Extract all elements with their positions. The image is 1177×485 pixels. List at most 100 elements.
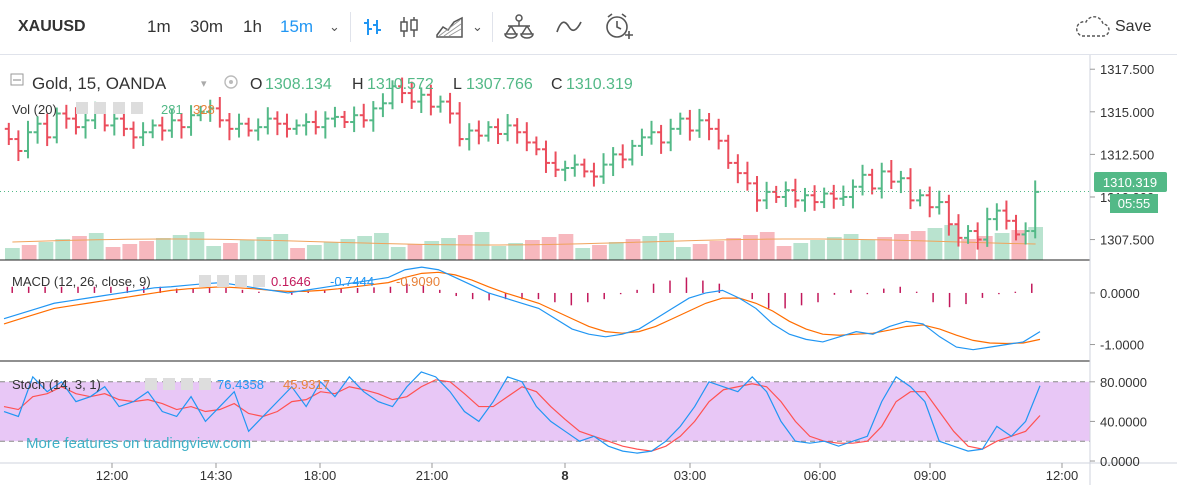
bar-chart-style-icon[interactable] xyxy=(362,17,384,37)
interval-dropdown-chevron-icon[interactable]: ⌄ xyxy=(329,19,340,34)
volume-bar xyxy=(659,233,674,260)
volume-bar xyxy=(944,225,960,260)
price-tick-label: 1317.500 xyxy=(1100,62,1154,77)
series-title[interactable]: Gold, 15, OANDA xyxy=(32,74,167,93)
eye-pupil xyxy=(229,80,233,84)
more-icon[interactable] xyxy=(113,102,125,114)
toolbar-divider xyxy=(492,12,493,42)
macd-tick-label: 0.0000 xyxy=(1100,286,1140,301)
volume-bar xyxy=(256,237,272,260)
indicators-icon[interactable] xyxy=(556,18,582,36)
tradingview-watermark-link[interactable]: More features on tradingview.com xyxy=(26,435,251,452)
volume-bar xyxy=(793,243,809,260)
cloud-save-icon[interactable] xyxy=(1074,16,1110,38)
time-tick-label: 12:00 xyxy=(96,468,129,483)
volume-bar xyxy=(810,240,825,260)
volume-bar xyxy=(239,240,255,260)
volume-bar xyxy=(843,234,859,260)
volume-bar xyxy=(726,238,742,260)
eye-icon[interactable] xyxy=(199,275,211,287)
symbol-search[interactable]: XAUUSD xyxy=(18,18,86,35)
settings-icon[interactable] xyxy=(94,102,106,114)
interval-30m[interactable]: 30m xyxy=(190,17,224,36)
interval-1h[interactable]: 1h xyxy=(243,17,262,36)
volume-bar xyxy=(575,248,591,260)
volume-bar xyxy=(994,233,1010,260)
low-value: 1307.766 xyxy=(466,76,533,93)
area-style-icon[interactable] xyxy=(436,15,464,39)
close-icon[interactable] xyxy=(131,102,143,114)
compare-scales-icon[interactable] xyxy=(502,13,536,41)
eye-icon[interactable] xyxy=(224,75,238,89)
current-price-marker: 1310.319 05:55 xyxy=(1094,172,1167,213)
close-label: C xyxy=(551,76,563,93)
volume-bar xyxy=(38,242,54,260)
volume-bar xyxy=(592,245,607,260)
price-bars xyxy=(4,77,1040,250)
volume-bar xyxy=(5,248,20,260)
volume-bar xyxy=(21,245,37,260)
stoch-d-line xyxy=(3,379,1041,452)
macd-line-value: -0.7444 xyxy=(330,274,374,289)
save-button[interactable]: Save xyxy=(1115,18,1152,35)
more-icon[interactable] xyxy=(235,275,247,287)
close-icon[interactable] xyxy=(253,275,265,287)
stoch-legend: Stoch (14, 3, 1) 76.4358 45.9317 xyxy=(12,377,330,392)
volume-bar xyxy=(155,238,171,260)
series-title-dropdown-icon[interactable]: ▾ xyxy=(201,78,207,90)
volume-bar xyxy=(105,247,121,260)
macd-legend: MACD (12, 26, close, 9) 0.1646 -0.7444 -… xyxy=(12,274,440,289)
volume-bar xyxy=(323,242,339,260)
eye-icon[interactable] xyxy=(145,378,157,390)
chart-style-dropdown-chevron-icon[interactable]: ⌄ xyxy=(472,19,483,34)
volume-bar xyxy=(122,244,138,260)
volume-legend: Vol (20) 281 328 xyxy=(12,102,215,117)
eye-icon[interactable] xyxy=(76,102,88,114)
volume-bar xyxy=(390,247,406,260)
settings-icon[interactable] xyxy=(217,275,229,287)
volume-bar xyxy=(910,231,926,260)
volume-bar xyxy=(894,234,909,260)
settings-icon[interactable] xyxy=(163,378,175,390)
volume-bar xyxy=(223,243,238,260)
bar-countdown-badge xyxy=(1110,194,1158,213)
volume-bar xyxy=(424,241,440,260)
stoch-title[interactable]: Stoch (14, 3, 1) xyxy=(12,377,101,392)
more-icon[interactable] xyxy=(181,378,193,390)
macd-legend-buttons xyxy=(199,275,265,287)
macd-title[interactable]: MACD (12, 26, close, 9) xyxy=(12,274,151,289)
volume-bar xyxy=(508,243,523,260)
volume-bar xyxy=(1028,227,1043,260)
chart-area[interactable]: 1307.5001310.0001312.5001315.0001317.500… xyxy=(0,55,1177,485)
volume-bar xyxy=(709,241,725,260)
volume-bar xyxy=(927,228,943,260)
collapse-legend-icon[interactable] xyxy=(10,73,24,86)
time-tick-label: 03:00 xyxy=(674,468,707,483)
macd-tick-label: -1.0000 xyxy=(1100,338,1144,353)
stoch-k-line xyxy=(3,371,1041,454)
open-label: O xyxy=(250,76,262,93)
volume-bar xyxy=(374,233,389,260)
stoch-legend-buttons xyxy=(145,378,211,390)
time-tick-label: 06:00 xyxy=(804,468,837,483)
volume-value: 281 xyxy=(161,102,183,117)
interval-1m[interactable]: 1m xyxy=(147,17,171,36)
candles-style-icon[interactable] xyxy=(398,15,420,39)
volume-bar xyxy=(541,237,557,260)
volume-bar xyxy=(474,232,490,260)
volume-moving-average xyxy=(12,238,1036,246)
axes: 1307.5001310.0001312.5001315.0001317.500… xyxy=(0,55,1177,485)
volume-bar xyxy=(273,234,289,260)
volume-bar xyxy=(441,238,456,260)
close-icon[interactable] xyxy=(199,378,211,390)
interval-15m[interactable]: 15m xyxy=(280,17,314,36)
alert-clock-icon[interactable] xyxy=(604,12,634,44)
time-tick-label: 14:30 xyxy=(200,468,233,483)
volume-bar xyxy=(977,236,993,260)
volume-bar xyxy=(558,234,574,260)
volume-title[interactable]: Vol (20) xyxy=(12,102,57,117)
open-value: 1308.134 xyxy=(265,76,332,93)
time-tick-label: 12:00 xyxy=(1046,468,1079,483)
price-tick-label: 1315.000 xyxy=(1100,105,1154,120)
volume-bar xyxy=(826,237,842,260)
